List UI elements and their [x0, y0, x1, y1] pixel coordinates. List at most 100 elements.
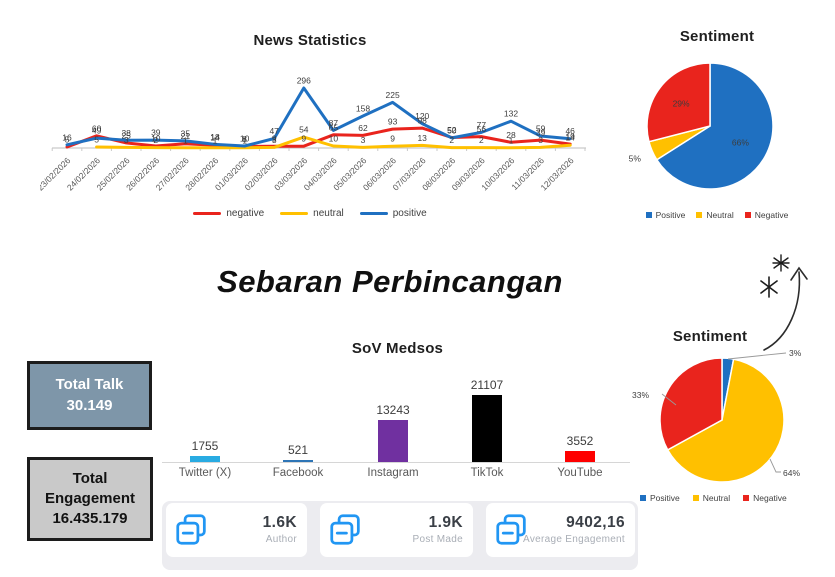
stat-label: Author	[265, 534, 297, 545]
data-label: 2	[153, 135, 158, 145]
series-line-negative	[65, 126, 572, 149]
social-pie-plot: 3% 64% 33%	[632, 348, 802, 483]
total-engagement-label: Total Engagement	[44, 469, 135, 507]
data-label: 1	[242, 135, 247, 145]
data-label: 3	[124, 135, 129, 145]
leader-line-positive	[727, 352, 787, 360]
copy-icon	[175, 513, 208, 551]
legend-item-positive: positive	[359, 208, 427, 219]
data-label: 1	[509, 135, 514, 145]
bar-instagram	[378, 420, 408, 462]
legend-label: positive	[392, 208, 427, 219]
pie-percent-label: 66%	[732, 138, 749, 148]
stat-value: 1.9K	[428, 514, 463, 531]
data-label: 8	[242, 134, 247, 144]
data-label: 3	[538, 135, 543, 145]
section-title: Sebaran Perbincangan	[217, 264, 563, 299]
stat-label: Average Engagement	[523, 534, 625, 545]
data-label: 87	[329, 118, 339, 128]
legend-label: Neutral	[702, 493, 731, 503]
pie-percent-label: 3%	[789, 348, 802, 358]
news-line-plot: 23/02/202624/02/202625/02/202626/02/2026…	[40, 76, 586, 192]
social-pie-legend: Positive Neutral Negative	[640, 493, 830, 503]
legend-swatch	[744, 212, 751, 218]
bar-category-twitter-x: Twitter (X)	[178, 467, 232, 479]
legend-swatch	[640, 495, 646, 501]
data-label: 25	[121, 130, 131, 140]
pie-slice-negative	[659, 357, 723, 451]
legend-item-negative: negative	[193, 208, 264, 219]
news-statistics-chart: News Statistics 23/02/2026 24/02/2026 25/0…	[10, 8, 610, 248]
data-label: 14	[565, 133, 575, 143]
legend-item-negative: Negative	[743, 493, 787, 503]
bar-value-twitter-x: 1755	[191, 439, 219, 454]
legend-item-neutral: neutral	[280, 208, 344, 219]
bar-category-tiktok: TikTok	[470, 467, 504, 479]
data-label: 59	[536, 124, 546, 134]
data-label: 9	[390, 134, 395, 144]
legend-item-positive: Positive	[640, 493, 680, 503]
legend-label: Positive	[655, 210, 686, 220]
series-line-neutral	[95, 135, 572, 150]
data-label: 21	[181, 131, 191, 141]
data-label: 77	[477, 120, 487, 130]
annotation-overlay	[661, 254, 808, 473]
news-chart-legend: negative neutral positive	[10, 208, 610, 219]
data-label: 39	[536, 128, 546, 138]
bar-value-youtube: 3552	[566, 433, 594, 448]
data-label: 2	[449, 135, 454, 145]
data-label: 16	[62, 132, 72, 142]
stat-card-author: 1.6K Author	[166, 503, 307, 557]
data-label: 132	[504, 109, 518, 119]
data-label: 13	[417, 133, 427, 143]
pie-percent-label: 33%	[632, 390, 649, 400]
legend-label: negative	[226, 208, 265, 219]
data-label: 3	[361, 135, 366, 145]
hand-drawn-arrow	[763, 266, 808, 351]
data-label: 35	[181, 128, 191, 138]
sov-x-axis	[162, 462, 630, 463]
total-engagement-box: Total Engagement 16.435.179	[27, 457, 153, 541]
leader-line-negative	[661, 393, 677, 406]
sov-chart-title: SoV Medsos	[351, 340, 444, 357]
stat-label: Post Made	[412, 534, 463, 545]
legend-item-neutral: Neutral	[696, 210, 734, 220]
legend-swatch	[743, 495, 750, 501]
legend-swatch	[696, 212, 703, 218]
total-engagement-value: 16.435.179	[52, 510, 128, 528]
bar-youtube	[565, 450, 595, 462]
bar-value-tiktok: 21107	[470, 378, 504, 392]
bar-category-youtube: YouTube	[557, 467, 603, 479]
sov-bars-area: 1755 Twitter (X) 521 Facebook 13243 Instagram…	[160, 334, 635, 486]
data-label: 10	[329, 134, 339, 144]
pie-percent-label: 5%	[629, 154, 642, 164]
bar-twitter-x	[190, 456, 220, 462]
asterisk-icon	[760, 276, 778, 298]
data-label: 93	[388, 117, 398, 127]
legend-label: Negative	[753, 493, 787, 503]
pie-percent-label: 64%	[783, 468, 800, 478]
copy-icon	[329, 513, 362, 551]
bar-category-instagram: Instagram	[367, 467, 419, 479]
pie-slice-positive	[655, 62, 774, 190]
data-label: 54	[299, 125, 309, 135]
legend-item-positive: Positive	[645, 210, 686, 220]
stat-value: 1.6K	[262, 514, 297, 531]
legend-label: Positive	[650, 493, 680, 503]
data-label: 10	[151, 134, 161, 144]
leader-line-neutral	[769, 458, 781, 473]
legend-label: Negative	[754, 210, 789, 220]
data-label: 225	[386, 90, 400, 100]
stat-value: 9402,16	[566, 514, 625, 531]
data-label: 60	[92, 123, 102, 133]
data-label: 296	[297, 76, 311, 86]
legend-swatch	[280, 211, 309, 216]
legend-swatch	[193, 211, 222, 216]
data-label: 14	[210, 133, 220, 143]
bar-value-instagram: 13243	[376, 403, 410, 417]
pie-slice-neutral	[666, 358, 785, 483]
data-label: 52	[447, 125, 457, 135]
data-label: 56	[477, 124, 487, 134]
news-pie-title: Sentiment	[679, 28, 755, 45]
